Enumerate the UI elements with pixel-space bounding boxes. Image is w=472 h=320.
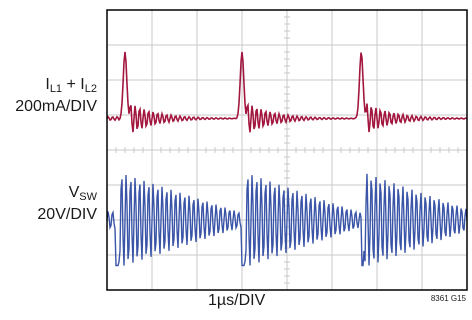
figure-id: 8361 G15 [430,294,466,303]
channel-1-label: IL1 + IL2 200mA/DIV [15,76,97,116]
channel-2-name: VSW [68,184,97,203]
x-axis-label: 1µs/DIV [208,292,266,309]
channel-2-scale: 20V/DIV [37,206,97,223]
trace-inductor-current [106,51,468,133]
channel-1-name: IL1 + IL2 [45,76,97,95]
plot-frame [106,9,468,291]
channel-1-scale: 200mA/DIV [15,98,97,115]
channel-2-label: VSW 20V/DIV [37,184,97,224]
trace-switch-voltage [106,173,468,267]
